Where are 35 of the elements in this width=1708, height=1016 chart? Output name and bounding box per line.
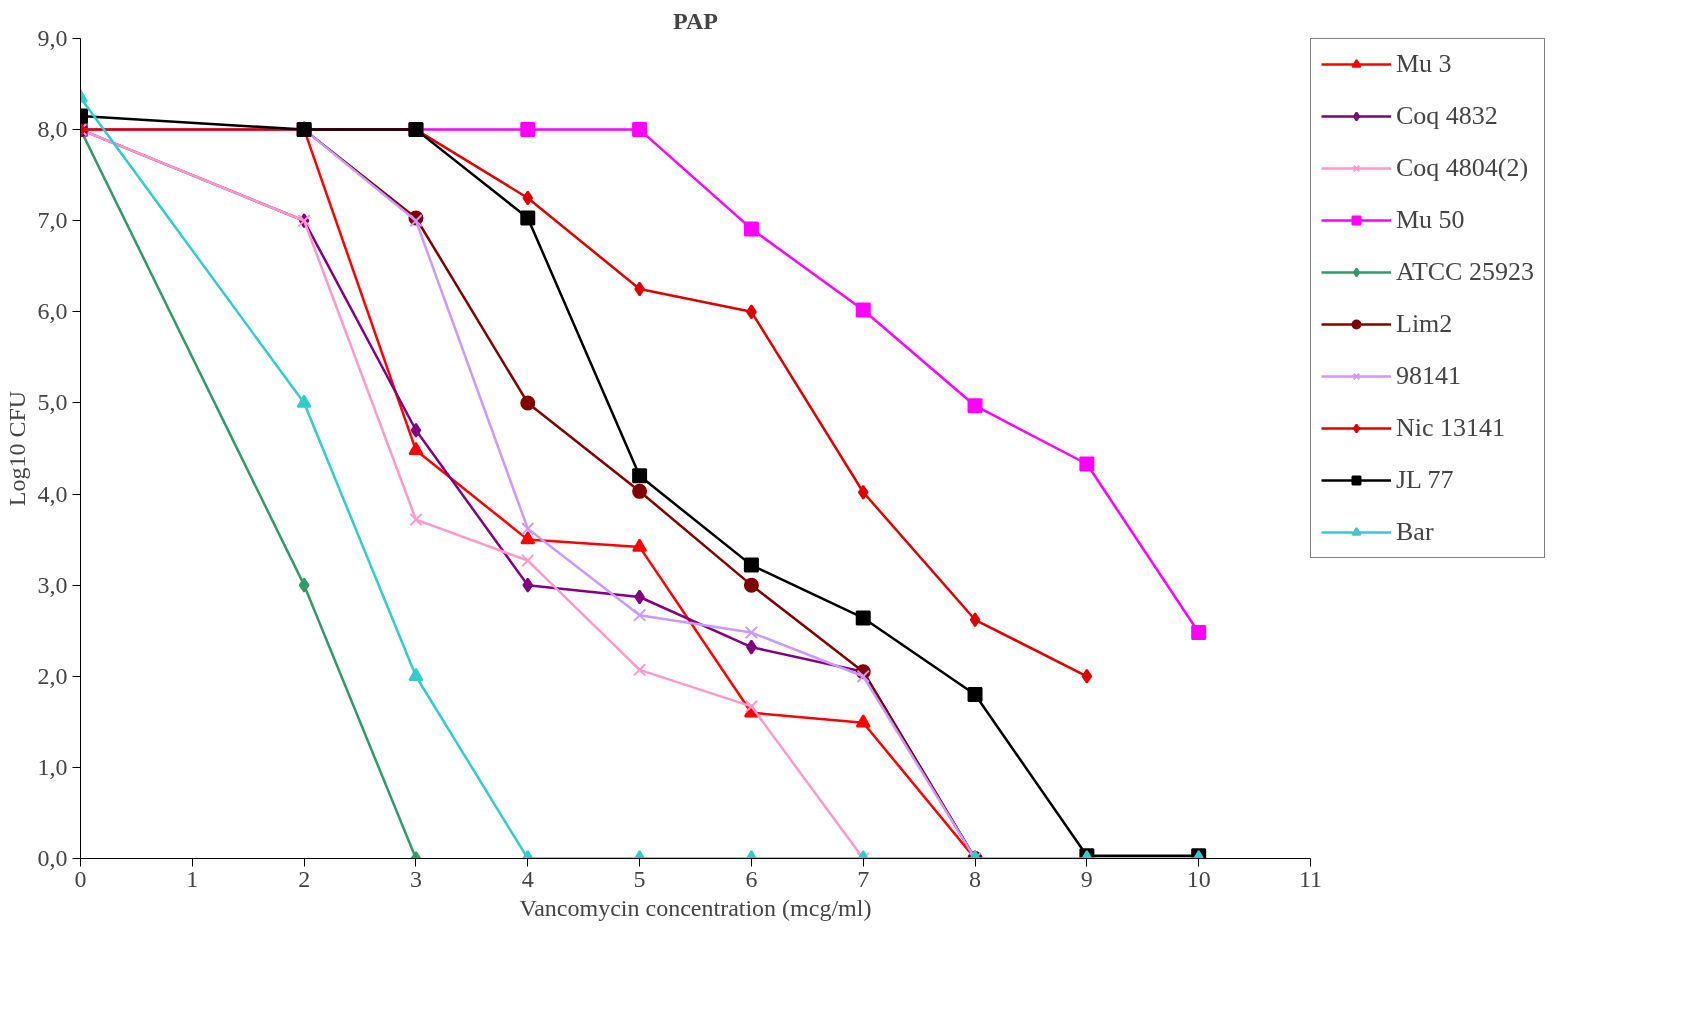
x-tick-label: 7 — [857, 865, 870, 892]
legend-label: Coq 4804(2) — [1396, 153, 1529, 183]
x-tick-label: 9 — [1080, 865, 1093, 892]
x-tick-label: 5 — [633, 865, 646, 892]
y-axis-title: Log10 CFU — [3, 390, 30, 507]
y-tick-label: 8,0 — [37, 116, 68, 143]
y-tick-label: 5,0 — [37, 389, 68, 416]
y-tick-label: 2,0 — [37, 662, 68, 689]
legend-label: Nic 13141 — [1396, 413, 1506, 443]
legend-label: Bar — [1396, 517, 1434, 547]
x-tick-label: 4 — [521, 865, 534, 892]
chart-title: PAP — [673, 7, 718, 34]
x-tick-label: 1 — [186, 865, 199, 892]
x-tick-label: 11 — [1298, 865, 1323, 892]
x-tick-label: 0 — [74, 865, 87, 892]
legend-label: ATCC 25923 — [1396, 257, 1534, 287]
x-tick-label: 6 — [745, 865, 758, 892]
y-tick-label: 4,0 — [37, 480, 68, 507]
x-tick-label: 2 — [298, 865, 311, 892]
x-tick-label: 10 — [1186, 865, 1211, 892]
legend-label: Mu 3 — [1396, 49, 1452, 79]
legend-label: 98141 — [1396, 361, 1461, 391]
y-tick-label: 1,0 — [37, 753, 68, 780]
y-tick-label: 3,0 — [37, 571, 68, 598]
legend-label: Mu 50 — [1396, 205, 1465, 235]
legend-label: JL 77 — [1396, 465, 1454, 495]
legend-label: Lim2 — [1396, 309, 1453, 339]
x-tick-label: 3 — [409, 865, 422, 892]
y-tick-label: 6,0 — [37, 298, 68, 325]
y-tick-label: 7,0 — [37, 207, 68, 234]
x-axis-title: Vancomycin concentration (mcg/ml) — [519, 894, 872, 921]
y-tick-label: 0,0 — [37, 845, 68, 871]
legend-label: Coq 4832 — [1396, 101, 1498, 131]
x-tick-label: 8 — [969, 865, 982, 892]
y-tick-label: 9,0 — [37, 25, 68, 51]
